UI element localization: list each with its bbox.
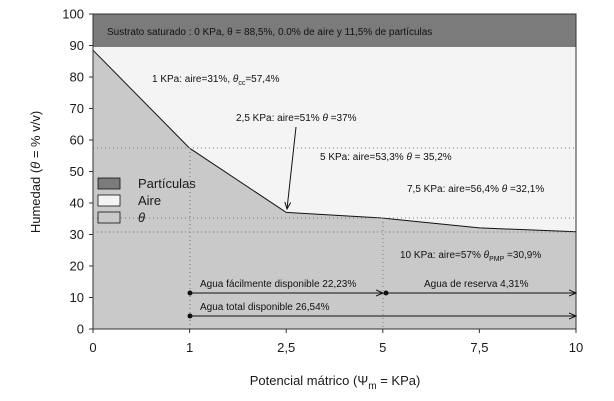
legend-swatch-particulas	[97, 177, 121, 190]
annotation-2-5kpa: 2,5 KPa: aire=51% θ =37%	[236, 113, 357, 124]
saturated-annotation: Sustrato saturado : 0 KPa, θ = 88,5%, 0.…	[107, 27, 432, 38]
x-tick-label: 10	[569, 340, 583, 355]
legend-swatch-aire	[97, 194, 121, 207]
theta-line	[92, 49, 577, 233]
legend: Partículas Aire θ	[97, 176, 196, 225]
afd-label: Agua fácilmente disponible 22,23%	[200, 279, 356, 290]
x-tick-label: 1	[186, 340, 193, 355]
y-axis: 0 10 20 30 40 50 60 70 80 90 100	[62, 7, 93, 337]
y-axis-label: Humedad (θ = % v/v)	[28, 111, 43, 233]
y-tick-label: 80	[70, 70, 84, 85]
y-tick-label: 10	[70, 290, 84, 305]
callout-arrow-2-5	[287, 126, 297, 209]
ar-label: Agua de reserva 4,31%	[424, 279, 529, 290]
x-tick-label: 5	[379, 340, 386, 355]
y-tick-label: 70	[70, 101, 84, 116]
annotation-5kpa: 5 KPa: aire=53,3% θ = 35,2%	[320, 152, 452, 163]
atd-label: Agua total disponible 26,54%	[200, 302, 330, 313]
legend-label-particulas: Partículas	[138, 176, 196, 191]
x-tick-label: 7,5	[470, 340, 488, 355]
y-tick-label: 30	[70, 227, 84, 242]
x-tick-label: 2,5	[277, 340, 295, 355]
particulas-region	[93, 14, 576, 47]
legend-label-aire: Aire	[138, 193, 161, 208]
theta-area	[93, 50, 576, 329]
legend-swatch-theta	[97, 211, 121, 224]
y-tick-label: 0	[77, 322, 84, 337]
legend-label-theta: θ	[138, 210, 145, 225]
y-tick-label: 90	[70, 38, 84, 53]
x-axis: 0 1 2,5 5 7,5 10	[89, 329, 583, 355]
y-tick-label: 40	[70, 196, 84, 211]
annotation-1kpa: 1 KPa: aire=31%, θcc=57,4%	[152, 74, 280, 87]
y-tick-label: 60	[70, 133, 84, 148]
x-axis-label: Potencial mátrico (Ψm = KPa)	[250, 373, 421, 392]
y-tick-label: 100	[62, 7, 84, 22]
y-tick-label: 50	[70, 164, 84, 179]
y-tick-label: 20	[70, 259, 84, 274]
annotation-7-5kpa: 7,5 KPa: aire=56,4% θ =32,1%	[407, 184, 544, 195]
x-tick-label: 0	[89, 340, 96, 355]
annotation-10kpa: 10 KPa: aire=57% θPMP =30,9%	[400, 250, 541, 263]
